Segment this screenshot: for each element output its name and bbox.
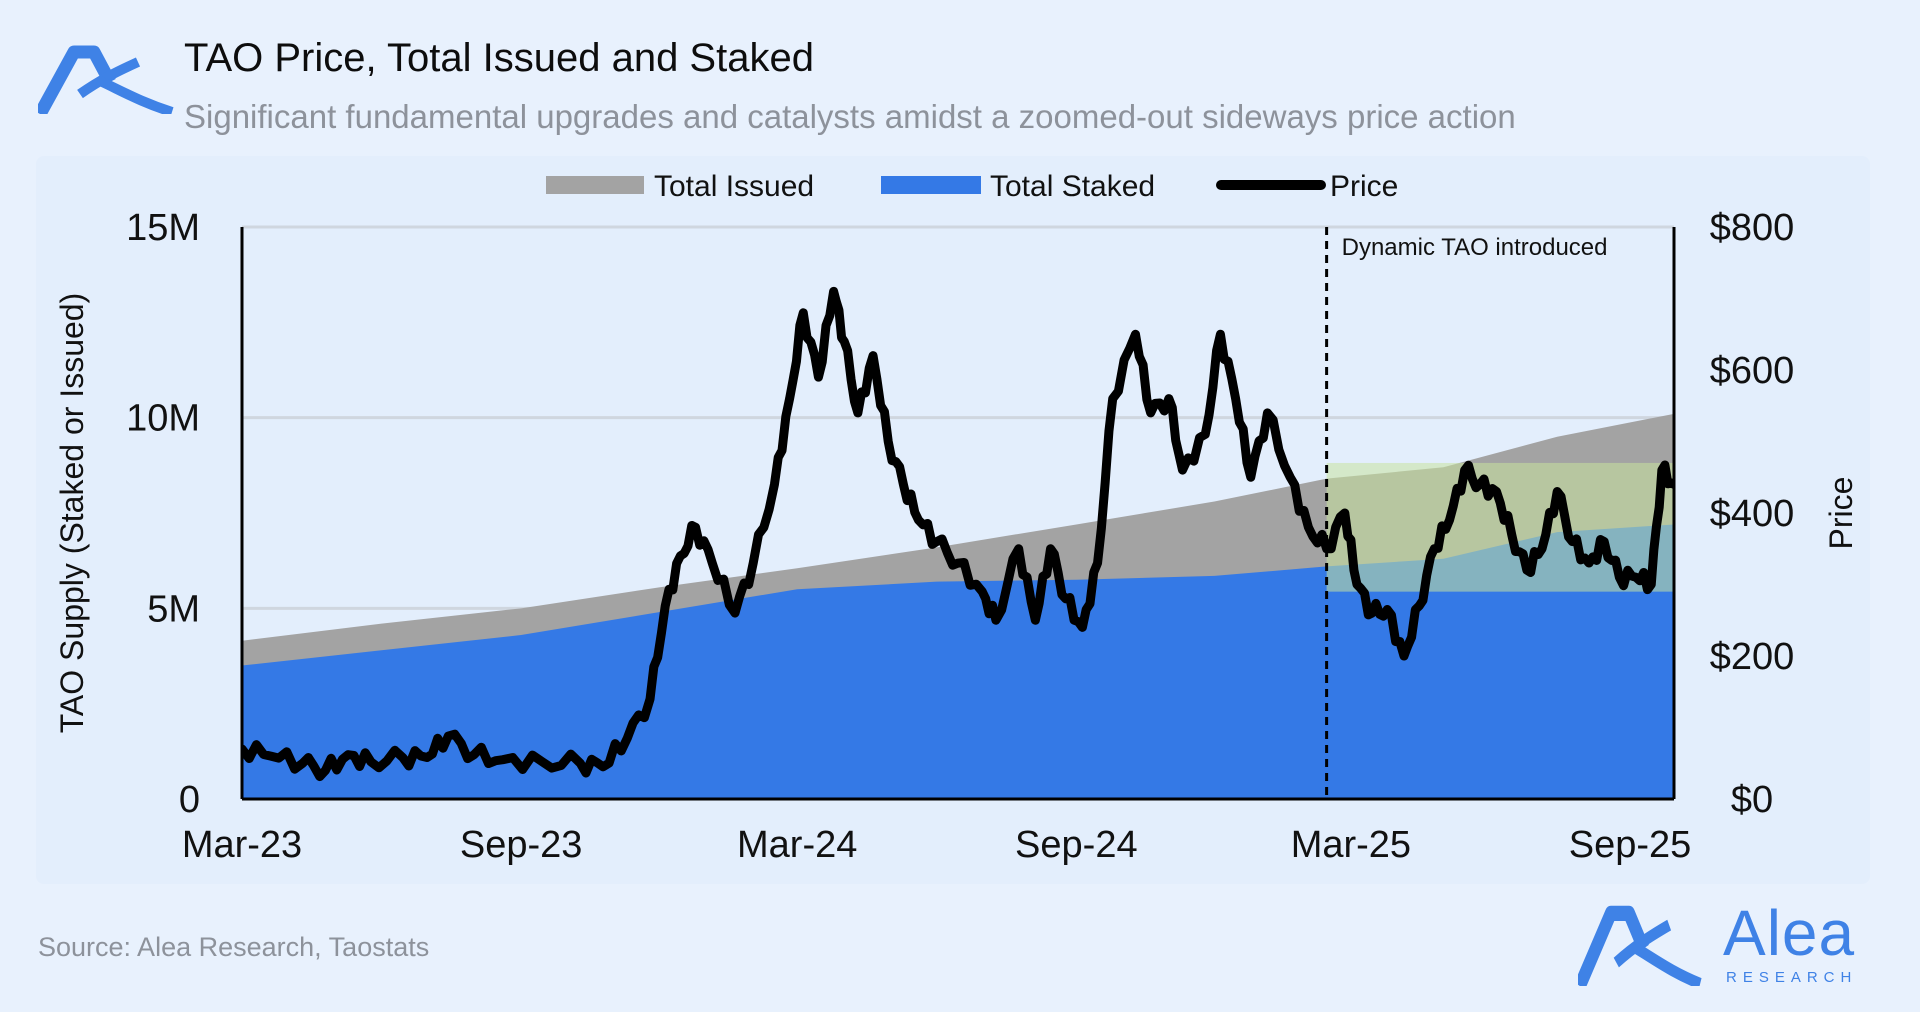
chart-title: TAO Price, Total Issued and Staked xyxy=(184,36,814,80)
price-line xyxy=(242,286,1674,782)
alea-logo-mark xyxy=(34,45,174,118)
chart-subtitle: Significant fundamental upgrades and cat… xyxy=(184,98,1516,135)
alea-logo xyxy=(34,44,174,119)
source-note: Source: Alea Research, Taostats xyxy=(38,932,430,962)
brand-name: Alea xyxy=(1723,897,1856,969)
legend-label-issued: Total Issued xyxy=(654,170,814,203)
y-tick-left-1: 5M xyxy=(147,588,200,630)
y-tick-left-0: 0 xyxy=(179,779,200,821)
x-tick-5: Sep-25 xyxy=(1569,824,1692,866)
legend-label-staked: Total Staked xyxy=(990,170,1155,203)
staked-area xyxy=(242,524,1674,799)
y-axis-label-right: Price xyxy=(1823,477,1859,550)
dtao-annotation: Dynamic TAO introduced xyxy=(1342,234,1608,261)
brand-logo: Alea RESEARCH xyxy=(1574,897,1854,991)
legend-swatch-issued xyxy=(546,176,644,194)
y-tick-right-4: $800 xyxy=(1710,207,1795,249)
y-tick-left-3: 15M xyxy=(126,207,200,249)
x-tick-1: Sep-23 xyxy=(460,824,583,866)
y-tick-right-2: $400 xyxy=(1710,493,1795,535)
x-ticks: Mar-23 Sep-23 Mar-24 Sep-24 Mar-25 Sep-25 xyxy=(182,824,1691,866)
y-tick-right-3: $600 xyxy=(1710,350,1795,392)
x-tick-4: Mar-25 xyxy=(1291,824,1411,866)
y-tick-right-1: $200 xyxy=(1710,636,1795,678)
legend-swatch-staked xyxy=(881,176,981,194)
x-tick-2: Mar-24 xyxy=(737,824,857,866)
y-tick-left-2: 10M xyxy=(126,398,200,440)
chart-svg: Total Issued Total Staked Price Dynamic … xyxy=(54,170,1859,866)
y-tick-right-0: $0 xyxy=(1731,779,1773,821)
brand-subtitle: RESEARCH xyxy=(1726,969,1858,986)
x-tick-3: Sep-24 xyxy=(1015,824,1138,866)
chart-panel: Total Issued Total Staked Price Dynamic … xyxy=(36,156,1870,884)
y-axis-label-left: TAO Supply (Staked or Issued) xyxy=(54,293,90,733)
legend-label-price: Price xyxy=(1330,170,1398,203)
y-ticks-left: 0 5M 10M 15M xyxy=(126,207,200,821)
legend: Total Issued Total Staked Price xyxy=(546,170,1398,203)
y-ticks-right: $0 $200 $400 $600 $800 xyxy=(1710,207,1795,821)
x-tick-0: Mar-23 xyxy=(182,824,302,866)
alea-brand-mark xyxy=(1574,905,1702,990)
